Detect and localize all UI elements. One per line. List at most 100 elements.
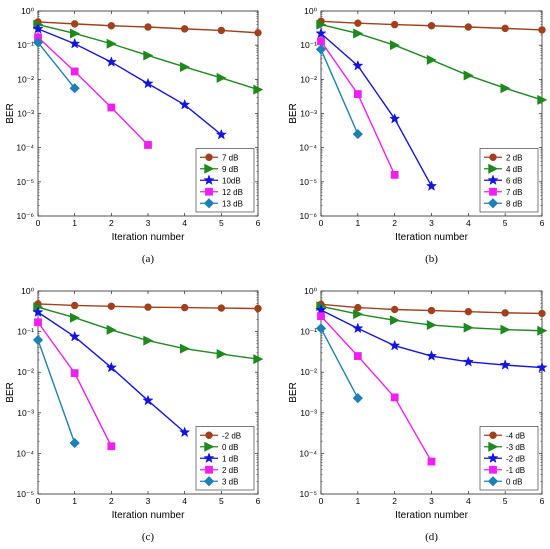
data-point [254, 29, 262, 37]
data-point [352, 59, 364, 71]
x-tick-label: 2 [109, 218, 114, 228]
series-line [37, 28, 222, 136]
data-point [144, 141, 152, 149]
legend-label: -1 dB [506, 466, 525, 475]
data-point [216, 72, 227, 83]
data-point [501, 24, 509, 33]
y-tick-label: 10⁰ [304, 286, 317, 296]
legend-marker [203, 452, 215, 464]
y-tick-label: 10⁻² [17, 74, 34, 84]
legend-marker [489, 465, 497, 474]
data-point [105, 56, 117, 67]
data-point [315, 44, 327, 55]
legend-label: 7 dB [222, 153, 238, 162]
data-point [500, 324, 511, 335]
legend-entry: 13 dB [200, 198, 243, 209]
x-tick-label: 6 [256, 496, 261, 506]
x-tick-label: 0 [319, 218, 324, 228]
y-tick-label: 10⁻⁶ [17, 211, 34, 221]
x-tick-label: 6 [256, 218, 261, 228]
legend-label: 6 dB [506, 176, 522, 185]
data-point [217, 304, 226, 312]
legend-label: 7 dB [506, 188, 522, 197]
series-line [320, 49, 359, 135]
y-tick-label: 10⁻³ [300, 109, 317, 119]
series [32, 22, 227, 140]
data-point [353, 309, 364, 320]
data-point [217, 26, 226, 35]
data-point [254, 304, 262, 313]
data-point [425, 180, 438, 191]
y-tick-label: 10⁻⁵ [17, 177, 34, 187]
y-axis-label: BER [288, 103, 299, 124]
data-point [463, 322, 474, 333]
legend-label: 12 dB [222, 188, 243, 197]
x-axis-label: Iteration number [112, 232, 185, 243]
data-point [253, 354, 264, 365]
series [315, 304, 548, 373]
series [315, 44, 363, 140]
legend-marker [203, 476, 215, 487]
data-point [69, 28, 80, 39]
panel-caption: (c) [142, 531, 155, 543]
data-point [215, 128, 227, 140]
legend-entry: 8 dB [484, 198, 522, 209]
series-line [320, 328, 359, 399]
legend-entry: -3 dB [484, 441, 525, 452]
data-point [105, 361, 117, 373]
data-point [70, 301, 79, 310]
x-tick-label: 0 [36, 496, 41, 506]
legend-label: 13 dB [222, 199, 243, 208]
data-point [106, 324, 117, 335]
y-tick-label: 10⁻⁴ [299, 143, 317, 153]
series [34, 33, 152, 149]
legend-entry: -2 dB [484, 452, 525, 464]
data-point [389, 112, 401, 124]
legend-entry: 6 dB [484, 174, 522, 185]
data-point [317, 37, 325, 46]
legend-marker [487, 198, 499, 209]
series-line [320, 32, 433, 187]
data-point [107, 302, 116, 310]
series-line [320, 315, 433, 462]
x-tick-label: 1 [355, 218, 360, 228]
data-point [143, 335, 154, 346]
x-tick-label: 4 [466, 496, 471, 506]
legend-label: 2 dB [222, 466, 238, 475]
data-point [427, 306, 436, 315]
legend-entry: 4 dB [484, 163, 522, 174]
legend-marker [487, 452, 499, 464]
legend-entry: 7 dB [200, 153, 238, 162]
chart-panel: 0 1 2 3 4 5 6 10⁻⁶ 10⁻⁵ 10⁻⁴ 10⁻³ 10⁻² 10⁻¹ 10⁰ Iterat… [288, 6, 548, 265]
legend-label: -4 dB [506, 431, 525, 440]
data-point [144, 23, 152, 31]
series-line [37, 36, 149, 146]
data-point [317, 312, 325, 321]
data-point [142, 394, 154, 406]
data-point [390, 170, 399, 179]
legend-entry: 0 dB [484, 476, 522, 487]
data-point [390, 393, 399, 402]
data-point [69, 330, 81, 342]
legend-label: 0 dB [222, 443, 238, 452]
y-tick-label: 10⁻³ [300, 408, 317, 418]
series [32, 37, 80, 94]
data-point [179, 343, 190, 354]
data-point [180, 25, 189, 33]
data-point [500, 83, 511, 94]
legend-marker [204, 441, 215, 452]
y-tick-label: 10⁻⁵ [17, 489, 34, 499]
data-point [69, 312, 80, 323]
data-point [143, 50, 154, 61]
y-tick-label: 10⁻⁴ [16, 448, 34, 458]
data-point [106, 38, 117, 49]
x-tick-label: 1 [72, 218, 77, 228]
legend-marker [205, 187, 213, 196]
series [34, 318, 116, 451]
data-point [352, 393, 363, 404]
data-point [315, 304, 327, 315]
x-tick-label: 5 [503, 496, 508, 506]
x-tick-label: 6 [540, 496, 545, 506]
panel-caption: (d) [425, 531, 438, 543]
